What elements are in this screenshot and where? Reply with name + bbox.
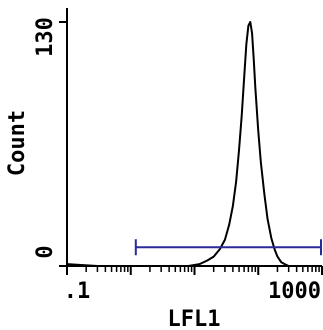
histogram-series-line [66, 21, 322, 267]
y-tick-label-0: 0 [33, 245, 58, 258]
y-axis-title: Count [5, 110, 30, 176]
plot-area [59, 8, 323, 275]
y-tick-label-130: 130 [33, 17, 58, 57]
x-tick-label-0.1: .1 [64, 279, 91, 304]
y-axis-ticks [59, 21, 67, 267]
x-tick-label-1000: 1000 [268, 279, 321, 304]
gate-marker [134, 239, 322, 256]
x-axis-ticks [66, 266, 323, 275]
x-axis-title: LFL1 [168, 307, 221, 330]
